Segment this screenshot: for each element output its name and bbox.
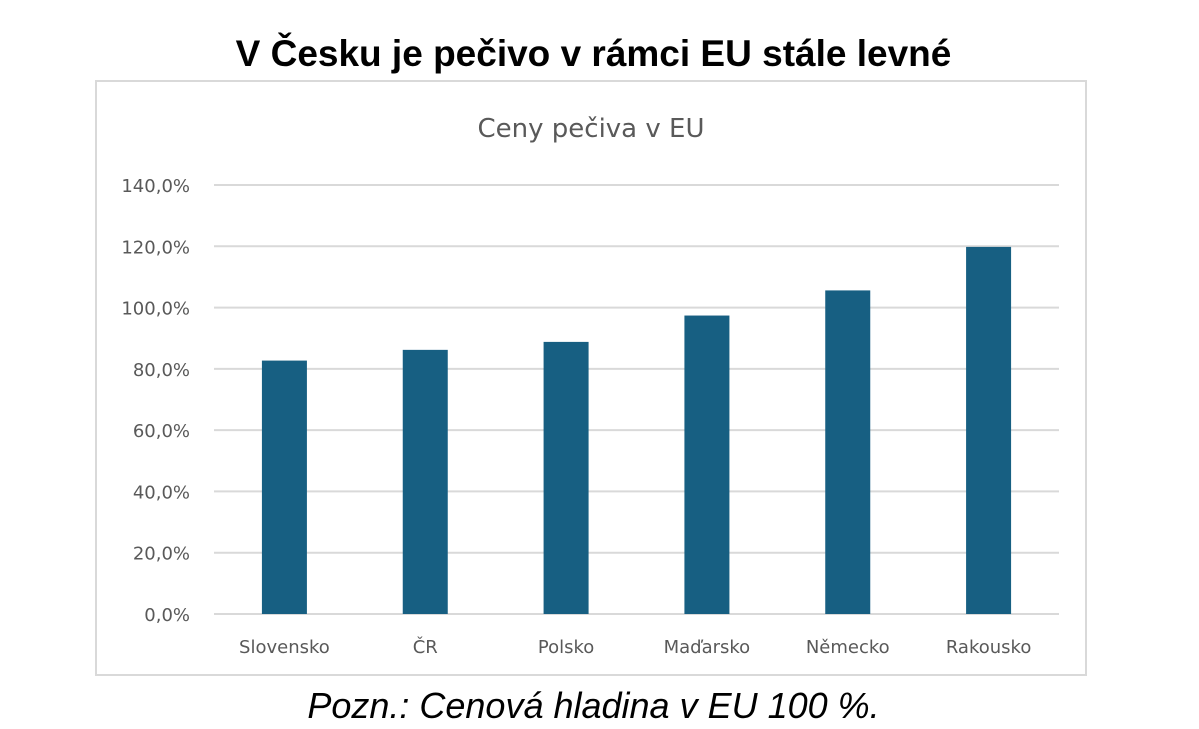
bar-chart: Ceny pečiva v EU 0,0% 20,0% 40,0% 60,0% 80,0… [121, 114, 1059, 658]
y-tick-label: 40,0% [133, 482, 190, 503]
x-category-label: ČR [413, 636, 438, 658]
chart-title: Ceny pečiva v EU [478, 114, 705, 144]
bar-3 [684, 315, 730, 614]
y-tick-label: 120,0% [121, 237, 190, 258]
y-tick-label: 0,0% [144, 605, 190, 626]
y-tick-label: 140,0% [121, 176, 190, 197]
x-category-label: Slovensko [239, 637, 330, 658]
bar-4 [825, 290, 871, 614]
y-tick-label: 20,0% [133, 544, 190, 565]
bar-5 [966, 246, 1012, 615]
x-category-label: Rakousko [946, 637, 1032, 658]
bars [261, 246, 1012, 615]
x-category-label: Maďarsko [664, 637, 751, 658]
bar-0 [261, 360, 307, 614]
x-category-label: Polsko [538, 637, 594, 658]
footnote: Pozn.: Cenová hladina v EU 100 %. [307, 685, 880, 726]
x-category-label: Německo [806, 637, 890, 658]
chart-container: Ceny pečiva v EU 0,0% 20,0% 40,0% 60,0% 80,0… [95, 80, 1087, 676]
x-axis-category-labels: Slovensko ČR Polsko Maďarsko Německo Rakousko [239, 636, 1031, 658]
y-axis-tick-labels: 0,0% 20,0% 40,0% 60,0% 80,0% 100,0% 120,0% 140,… [121, 176, 190, 626]
y-tick-label: 80,0% [133, 360, 190, 381]
bar-1 [402, 349, 448, 614]
y-tick-label: 100,0% [121, 299, 190, 320]
gridlines [214, 184, 1059, 615]
slide-title: V Česku je pečivo v rámci EU stále levné [235, 33, 952, 74]
bar-2 [543, 341, 589, 614]
y-tick-label: 60,0% [133, 421, 190, 442]
